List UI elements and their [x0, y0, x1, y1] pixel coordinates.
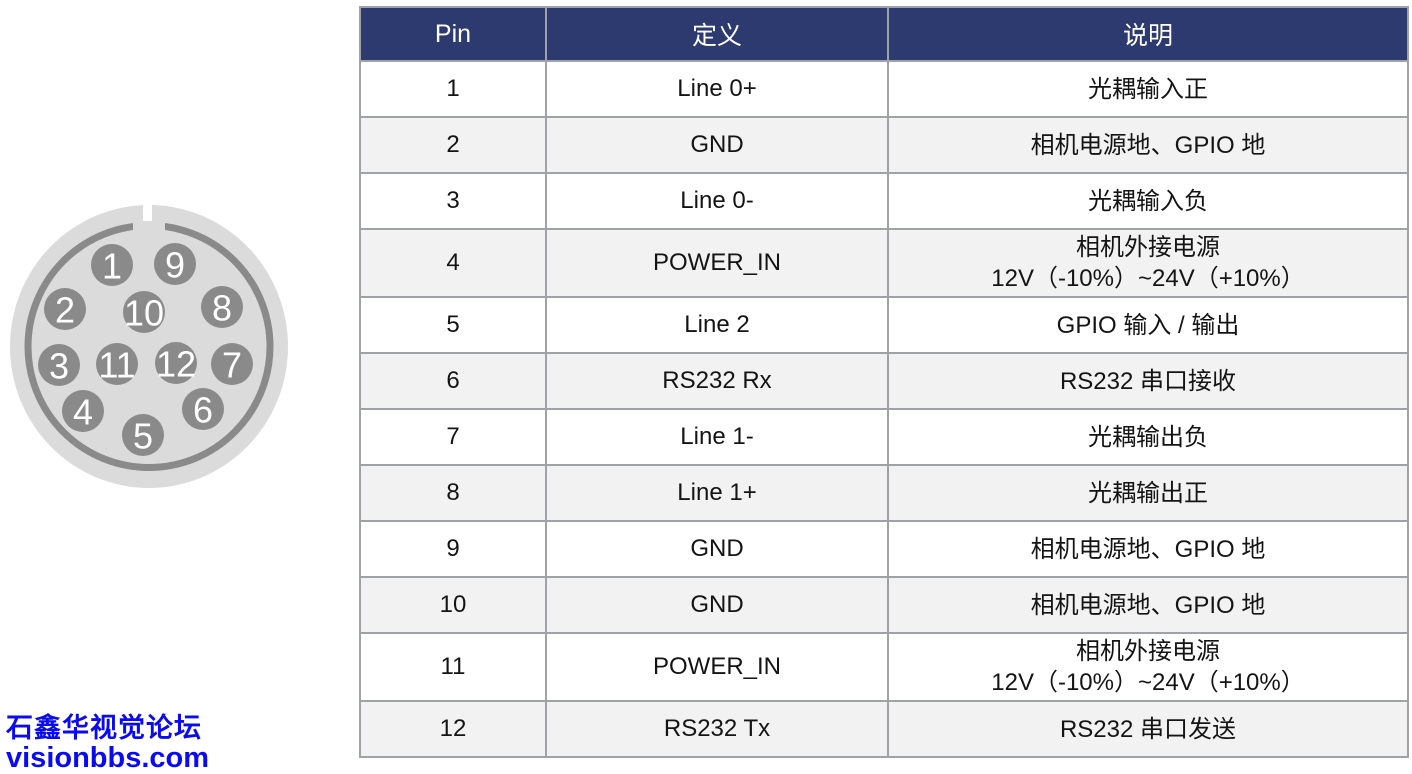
description-cell: GPIO 输入 / 输出 — [887, 296, 1409, 354]
description-line1: RS232 串口接收 — [1059, 367, 1237, 395]
pin-12-label: 12 — [156, 344, 196, 385]
pin-8-label: 8 — [212, 288, 232, 329]
table-row-pin-9: 9 GND 相机电源地、GPIO 地 — [359, 520, 1409, 578]
table-row-pin-11: 11 POWER_IN 相机外接电源 12V（-10%）~24V（+10%） — [359, 632, 1409, 702]
table-row-pin-6: 6 RS232 Rx RS232 串口接收 — [359, 352, 1409, 410]
definition-cell: RS232 Rx — [545, 352, 889, 410]
pin-2-label: 2 — [55, 290, 75, 331]
description-line1: 光耦输出负 — [1088, 423, 1208, 451]
pin-7: 7 — [211, 343, 253, 386]
table-row-pin-2: 2 GND 相机电源地、GPIO 地 — [359, 116, 1409, 174]
pin-4-label: 4 — [73, 392, 93, 433]
definition-cell: Line 1+ — [545, 464, 889, 522]
pin-3: 3 — [38, 344, 80, 387]
pin-5-label: 5 — [133, 416, 153, 457]
description-line1: 光耦输出正 — [1088, 479, 1208, 507]
description-line1: 光耦输入负 — [1088, 187, 1208, 215]
definition-cell: GND — [545, 116, 889, 174]
description-line1: 光耦输入正 — [1088, 75, 1208, 103]
description-line1: RS232 串口发送 — [1059, 715, 1237, 743]
description-cell: 光耦输入正 — [887, 60, 1409, 118]
watermark: 石鑫华视觉论坛 visionbbs.com — [6, 713, 209, 773]
pin-11-label: 11 — [98, 345, 135, 386]
pinout-table: Pin 定义 说明 1 Line 0+ 光耦输入正 2 GND 相机电源地、GP… — [359, 6, 1409, 758]
pin-4: 4 — [62, 390, 104, 433]
table-header-row: Pin 定义 说明 — [359, 6, 1409, 62]
pin-number-cell: 7 — [359, 408, 547, 466]
description-cell: 相机外接电源 12V（-10%）~24V（+10%） — [887, 228, 1409, 298]
pin-number-cell: 8 — [359, 464, 547, 522]
description-cell: 光耦输入负 — [887, 172, 1409, 230]
table-row-pin-12: 12 RS232 Tx RS232 串口发送 — [359, 700, 1409, 758]
pin-number-cell: 9 — [359, 520, 547, 578]
definition-cell: POWER_IN — [545, 228, 889, 298]
description-line1: 相机电源地、GPIO 地 — [1030, 591, 1266, 619]
column-header-description: 说明 — [887, 6, 1409, 62]
table-row-pin-10: 10 GND 相机电源地、GPIO 地 — [359, 576, 1409, 634]
table-row-pin-7: 7 Line 1- 光耦输出负 — [359, 408, 1409, 466]
pin-1-label: 1 — [102, 246, 122, 287]
table-row-pin-1: 1 Line 0+ 光耦输入正 — [359, 60, 1409, 118]
table-row-pin-3: 3 Line 0- 光耦输入负 — [359, 172, 1409, 230]
pin-1: 1 — [91, 244, 133, 287]
pin-number-cell: 12 — [359, 700, 547, 758]
connector-pinout-svg: 1 9 2 10 8 3 11 12 — [10, 205, 288, 488]
table-row-pin-8: 8 Line 1+ 光耦输出正 — [359, 464, 1409, 522]
pin-2: 2 — [44, 288, 86, 331]
description-cell: 相机电源地、GPIO 地 — [887, 576, 1409, 634]
table-row-pin-4: 4 POWER_IN 相机外接电源 12V（-10%）~24V（+10%） — [359, 228, 1409, 298]
description-line1: 相机电源地、GPIO 地 — [1030, 535, 1266, 563]
keying-notch — [143, 205, 152, 221]
watermark-forum-name: 石鑫华视觉论坛 — [6, 713, 202, 743]
definition-cell: Line 0- — [545, 172, 889, 230]
pin-number-cell: 3 — [359, 172, 547, 230]
column-header-pin: Pin — [359, 6, 547, 62]
definition-cell: Line 1- — [545, 408, 889, 466]
pin-10: 10 — [123, 291, 165, 334]
definition-cell: RS232 Tx — [545, 700, 889, 758]
description-line2: 12V（-10%）~24V（+10%） — [991, 265, 1305, 292]
description-line1: GPIO 输入 / 输出 — [1056, 311, 1240, 339]
pin-6: 6 — [182, 388, 224, 431]
pin-3-label: 3 — [49, 346, 69, 387]
pin-number-cell: 2 — [359, 116, 547, 174]
pin-6-label: 6 — [193, 390, 213, 431]
description-cell: 光耦输出负 — [887, 408, 1409, 466]
description-cell: RS232 串口接收 — [887, 352, 1409, 410]
pin-number-cell: 10 — [359, 576, 547, 634]
connector-diagram: 1 9 2 10 8 3 11 12 — [10, 205, 290, 489]
pin-9-label: 9 — [165, 245, 185, 286]
pin-7-label: 7 — [222, 345, 242, 386]
pin-number-cell: 1 — [359, 60, 547, 118]
pin-9: 9 — [154, 243, 196, 286]
definition-cell: Line 2 — [545, 296, 889, 354]
pin-number-cell: 11 — [359, 632, 547, 702]
definition-cell: POWER_IN — [545, 632, 889, 702]
description-line1: 相机外接电源 — [1076, 638, 1220, 665]
column-header-definition: 定义 — [545, 6, 889, 62]
description-cell: 相机外接电源 12V（-10%）~24V（+10%） — [887, 632, 1409, 702]
definition-cell: Line 0+ — [545, 60, 889, 118]
pin-number-cell: 6 — [359, 352, 547, 410]
description-line2: 12V（-10%）~24V（+10%） — [991, 669, 1305, 696]
description-line1: 相机电源地、GPIO 地 — [1030, 131, 1266, 159]
description-cell: 相机电源地、GPIO 地 — [887, 116, 1409, 174]
table-row-pin-5: 5 Line 2 GPIO 输入 / 输出 — [359, 296, 1409, 354]
pin-12: 12 — [155, 342, 197, 385]
pin-8: 8 — [201, 286, 243, 329]
pin-5: 5 — [122, 414, 164, 457]
description-cell: 相机电源地、GPIO 地 — [887, 520, 1409, 578]
description-cell: RS232 串口发送 — [887, 700, 1409, 758]
description-cell: 光耦输出正 — [887, 464, 1409, 522]
pin-10-label: 10 — [124, 293, 164, 334]
watermark-site-url: visionbbs.com — [6, 742, 210, 774]
definition-cell: GND — [545, 520, 889, 578]
pin-11: 11 — [96, 343, 138, 386]
pin-number-cell: 4 — [359, 228, 547, 298]
definition-cell: GND — [545, 576, 889, 634]
ring-gap — [133, 217, 165, 235]
description-line1: 相机外接电源 — [1076, 234, 1220, 261]
pin-number-cell: 5 — [359, 296, 547, 354]
